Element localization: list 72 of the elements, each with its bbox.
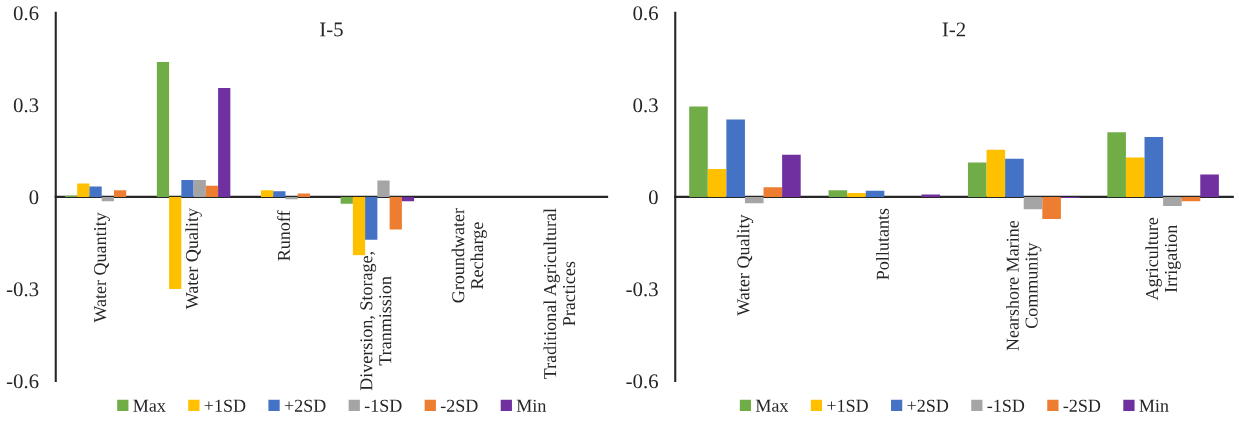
y-tick-label: 0.6	[633, 6, 658, 21]
x-tick-label: Diversion, Storage, Tranmission	[360, 252, 392, 391]
y-tick-label: 0.6	[13, 6, 39, 21]
bar	[113, 190, 127, 197]
x-tick-label: Water Quality	[185, 208, 202, 310]
bar	[967, 162, 987, 197]
bar	[401, 196, 415, 202]
bar	[260, 190, 274, 197]
y-tick-label: 0	[29, 190, 39, 205]
x-tick-label: Traditional Agricultural Practices	[543, 208, 576, 380]
bar	[365, 196, 378, 240]
bar	[707, 168, 727, 197]
y-tick-label: 0	[648, 190, 658, 205]
y-tick-label: -0.6	[6, 374, 39, 389]
bar	[193, 180, 206, 197]
y-tick-label: -0.3	[626, 282, 658, 297]
x-tick-label: Water Quality	[736, 214, 754, 316]
bar	[1107, 132, 1126, 197]
x-tick-label: Water Quantity	[94, 212, 110, 323]
y-tick-label: 0.3	[13, 98, 39, 113]
legend-label: -1SD	[364, 399, 402, 412]
x-tick-label: Pollutants	[876, 208, 889, 280]
y-tick-label: -0.3	[6, 282, 39, 297]
x-tick-label: Groundwater Recharge	[451, 208, 487, 303]
y-tick-label: -0.6	[626, 374, 658, 389]
bar	[865, 190, 885, 197]
legend-label: Min	[1139, 399, 1169, 412]
bar	[89, 186, 102, 197]
legend-label: Max	[133, 399, 166, 412]
bar	[782, 154, 801, 197]
bar	[156, 61, 170, 197]
x-tick-label: Runoff	[277, 210, 291, 261]
legend-label: +1SD	[204, 399, 246, 412]
bar	[1023, 196, 1043, 210]
legend-label: +2SD	[284, 399, 326, 412]
bar	[1163, 196, 1182, 207]
x-tick-label: Agriculture Irrigation	[1145, 217, 1181, 301]
legend-label: Max	[755, 399, 789, 412]
bar	[1042, 196, 1061, 219]
bar	[181, 180, 194, 197]
bar	[763, 187, 783, 197]
bar	[77, 183, 90, 197]
chart-title: I-2	[942, 22, 966, 37]
legend-label: Min	[516, 399, 547, 412]
bar	[1125, 157, 1145, 197]
legend-label: +2SD	[907, 399, 949, 412]
legend-label: -1SD	[987, 399, 1025, 412]
bar	[273, 191, 286, 197]
bar	[1200, 174, 1219, 197]
legend-label: -2SD	[440, 399, 478, 412]
bar	[340, 196, 353, 204]
bar	[389, 196, 402, 230]
bar	[726, 119, 745, 197]
bar	[1005, 158, 1024, 197]
bar	[921, 194, 941, 197]
bar	[205, 185, 219, 197]
chart-title: I-5	[320, 22, 343, 37]
bar	[1181, 196, 1201, 202]
legend-label: +1SD	[827, 399, 868, 412]
x-tick-label: Nearshore Marine Community	[1006, 220, 1042, 351]
bar	[828, 190, 848, 197]
bar	[986, 149, 1006, 197]
bar	[744, 196, 764, 204]
bar	[169, 196, 182, 289]
bar	[847, 192, 866, 197]
bar	[1144, 137, 1164, 197]
legend-label: -2SD	[1063, 399, 1101, 412]
y-tick-label: 0.3	[633, 98, 658, 113]
bar	[101, 196, 114, 202]
bar	[218, 87, 231, 197]
bar	[377, 180, 390, 197]
bar	[689, 106, 708, 197]
